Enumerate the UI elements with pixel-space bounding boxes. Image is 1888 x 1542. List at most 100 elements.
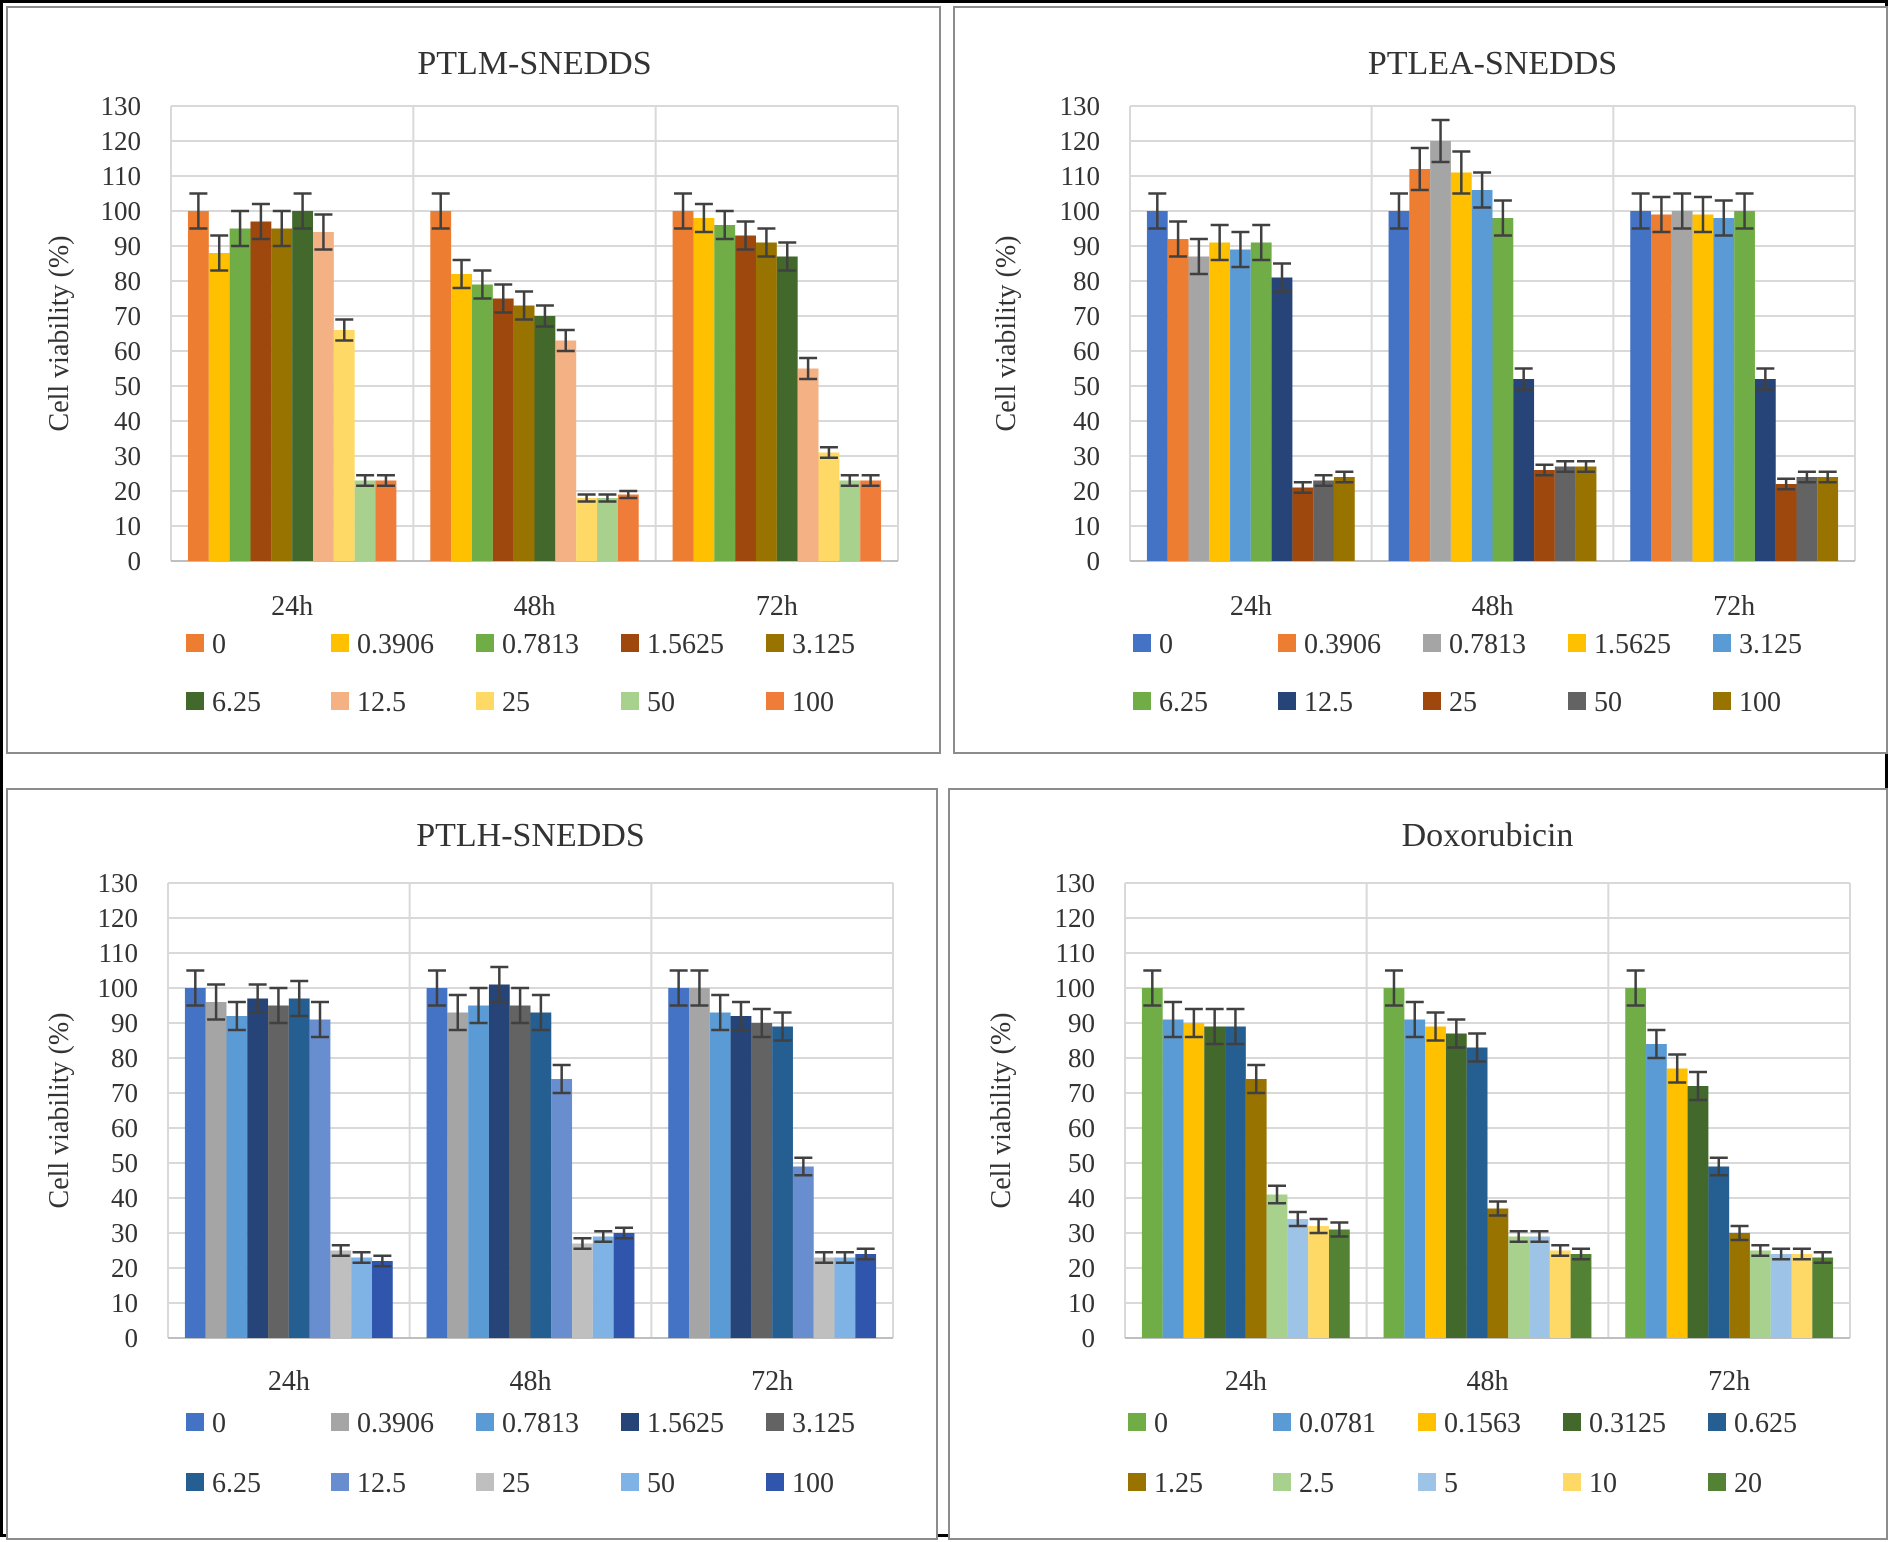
bar <box>1534 470 1555 561</box>
bar <box>250 221 272 561</box>
bar <box>751 1023 773 1338</box>
y-tick-label: 20 <box>1073 476 1100 506</box>
legend-swatch <box>766 1473 784 1491</box>
bar <box>1554 466 1576 561</box>
legend-label: 5 <box>1444 1468 1458 1499</box>
legend-label: 0 <box>212 629 226 660</box>
y-tick-label: 70 <box>114 301 141 331</box>
legend-label: 0 <box>1159 629 1173 660</box>
x-tick-label: 72h <box>756 591 798 622</box>
bar <box>509 1005 531 1338</box>
x-tick-label: 72h <box>751 1366 793 1397</box>
chart-panel-ptlea-snedds: PTLEA-SNEDDS Cell viability (%) 0 10 20 30 40 5… <box>953 6 1888 754</box>
legend-swatch <box>766 634 784 652</box>
x-tick-label: 72h <box>1708 1366 1750 1397</box>
legend-swatch <box>1708 1473 1726 1491</box>
legend-swatch <box>621 1413 639 1431</box>
legend-swatch <box>476 692 494 710</box>
chart-panel-doxorubicin: Doxorubicin Cell viability (%) 0 10 20 30 40 50… <box>948 788 1888 1540</box>
bar <box>1425 1026 1446 1338</box>
bar <box>1313 480 1334 561</box>
bar <box>1791 1254 1813 1338</box>
legend-label: 0 <box>212 1408 226 1439</box>
bar <box>530 1012 552 1338</box>
bar <box>592 1236 614 1338</box>
bar <box>371 1261 393 1338</box>
legend-label: 25 <box>1449 687 1477 718</box>
y-tick-label: 30 <box>111 1218 138 1248</box>
bar <box>205 1002 227 1338</box>
x-tick-label: 24h <box>271 591 313 622</box>
legend-label: 100 <box>792 687 834 718</box>
bar <box>555 340 577 561</box>
bar <box>1141 988 1163 1338</box>
bar <box>1570 1254 1592 1338</box>
legend-label: 20 <box>1734 1468 1762 1499</box>
bar <box>1770 1254 1792 1338</box>
y-tick-label: 70 <box>1068 1078 1095 1108</box>
x-tick-label: 24h <box>1225 1366 1267 1397</box>
legend-swatch <box>1128 1413 1146 1431</box>
bar <box>488 984 510 1338</box>
bar <box>1162 1019 1184 1338</box>
bar <box>1749 1250 1771 1338</box>
x-tick-label: 48h <box>510 1366 552 1397</box>
legend-swatch <box>331 634 349 652</box>
y-tick-label: 0 <box>1087 546 1101 576</box>
legend-swatch <box>1713 692 1731 710</box>
bar <box>1271 277 1293 561</box>
bar <box>1729 1233 1750 1338</box>
bar <box>668 988 690 1338</box>
legend-label: 0.3906 <box>357 629 434 660</box>
bar <box>772 1026 793 1338</box>
y-tick-label: 90 <box>1068 1008 1095 1038</box>
legend-swatch <box>1418 1413 1436 1431</box>
legend-swatch <box>1423 634 1441 652</box>
bar <box>1754 379 1776 561</box>
bar <box>834 1257 856 1338</box>
bar <box>187 211 209 561</box>
bar <box>1204 1026 1226 1338</box>
bar <box>268 1005 289 1338</box>
bar <box>330 1250 352 1338</box>
bar <box>229 228 251 561</box>
bar <box>1287 1219 1309 1338</box>
y-tick-label: 0 <box>128 546 142 576</box>
y-tick-label: 20 <box>114 476 141 506</box>
y-tick-label: 60 <box>1073 336 1100 366</box>
y-tick-label: 120 <box>1055 903 1096 933</box>
y-tick-label: 80 <box>1068 1043 1095 1073</box>
bar <box>1529 1236 1550 1338</box>
legend-label: 1.25 <box>1154 1468 1203 1499</box>
bar <box>572 1243 593 1338</box>
legend-label: 6.25 <box>212 687 261 718</box>
y-tick-label: 70 <box>111 1078 138 1108</box>
y-tick-label: 120 <box>101 126 142 156</box>
legend-label: 12.5 <box>1304 687 1353 718</box>
y-tick-label: 100 <box>1060 196 1101 226</box>
bar <box>288 998 310 1338</box>
bar <box>1666 1068 1688 1338</box>
y-tick-label: 130 <box>101 91 142 121</box>
legend-swatch <box>1133 692 1151 710</box>
legend-swatch <box>1273 1413 1291 1431</box>
bar <box>1466 1047 1488 1338</box>
bar <box>1708 1166 1730 1338</box>
bar <box>1409 169 1431 561</box>
bar <box>1230 249 1251 561</box>
legend-swatch <box>1708 1413 1726 1431</box>
y-tick-label: 20 <box>1068 1253 1095 1283</box>
legend-label: 0.1563 <box>1444 1408 1521 1439</box>
bar <box>271 228 293 561</box>
chart-panel-ptlm-snedds: PTLM-SNEDDS Cell viability (%) 0 10 20 30 40 50… <box>6 6 941 754</box>
y-tick-label: 30 <box>1073 441 1100 471</box>
y-tick-label: 90 <box>111 1008 138 1038</box>
bar <box>755 242 777 561</box>
chart-title: PTLEA-SNEDDS <box>1368 45 1617 82</box>
bar <box>471 284 493 561</box>
bar <box>689 988 710 1338</box>
legend-swatch <box>1273 1473 1291 1491</box>
y-tick-label: 130 <box>1055 868 1096 898</box>
legend-label: 1.5625 <box>647 1408 724 1439</box>
